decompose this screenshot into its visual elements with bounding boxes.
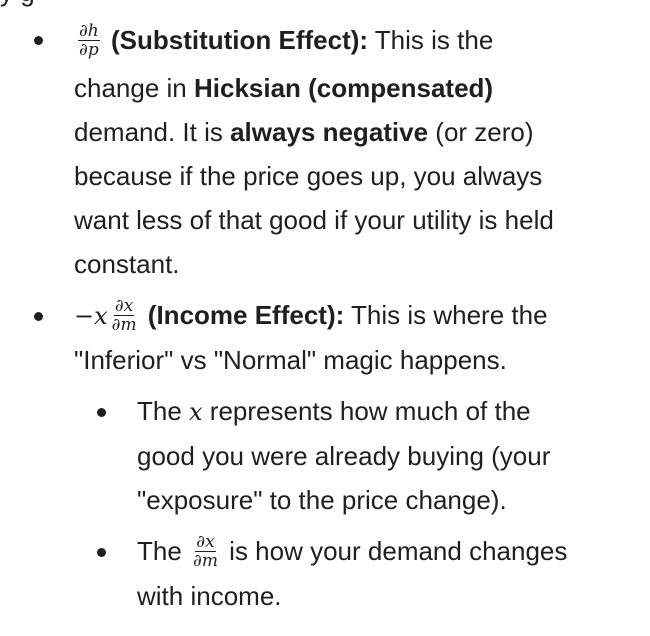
bold-text: Hicksian (compensated)	[193, 73, 494, 103]
bold-text: (Substitution Effect):	[103, 25, 369, 55]
text: This is where the	[344, 300, 548, 330]
text: constant.	[74, 249, 180, 279]
bold-text: always negative	[230, 117, 429, 147]
bullet-icon	[34, 312, 43, 321]
text-line: "Inferior" vs "Normal" magic happens.	[74, 338, 507, 382]
bullet-icon	[34, 36, 43, 45]
text: is how your demand changes	[221, 536, 568, 566]
text: because if the price goes up, you always	[74, 161, 543, 191]
text: represents how much of the	[202, 396, 531, 426]
fraction-part: ∂p	[79, 39, 99, 60]
math-variable: x	[189, 398, 203, 426]
text-line: ∂h ∂p (Substitution Effect): This is the	[74, 18, 493, 62]
bullet-icon	[97, 548, 106, 557]
text-line: The ∂x ∂m is how your demand changes	[137, 529, 567, 573]
text-line: "exposure" to the price change).	[137, 478, 507, 522]
bold-text: (Income Effect):	[140, 300, 345, 330]
text-line: demand. It is always negative (or zero)	[74, 110, 534, 154]
bullet-icon	[97, 408, 106, 417]
text-line: The x represents how much of the	[137, 389, 531, 433]
text-line: constant.	[74, 242, 180, 286]
text: demand. It is	[74, 117, 231, 147]
fraction: ∂h ∂p	[78, 22, 100, 59]
text: "exposure" to the price change).	[137, 485, 507, 515]
fraction: ∂x ∂m	[112, 297, 137, 334]
fraction-part: ∂m	[111, 314, 137, 335]
text-line: want less of that good if your utility i…	[74, 198, 554, 242]
text: with income.	[137, 581, 282, 611]
text: The	[137, 396, 190, 426]
text-line: good you were already buying (your	[137, 434, 550, 478]
text-line: with income.	[137, 574, 282, 618]
text-line: because if the price goes up, you always	[74, 154, 542, 198]
text: The	[137, 536, 190, 566]
fraction-part: ∂m	[193, 550, 218, 571]
text: good you were already buying (your	[137, 441, 551, 471]
fraction-part: ∂h	[78, 20, 100, 41]
fraction-part: ∂x	[195, 531, 216, 552]
text: want less of that good if your utility i…	[74, 205, 554, 235]
text: (or zero)	[428, 117, 534, 147]
text-line: change in Hicksian (compensated)	[74, 66, 493, 110]
math-variable: −x	[74, 302, 108, 330]
clipped-previous-line: y g	[0, 0, 35, 14]
text-line: −x ∂x ∂m (Income Effect): This is where th…	[74, 293, 548, 337]
text: This is the	[368, 25, 494, 55]
text: change in	[74, 73, 194, 103]
text: "Inferior" vs "Normal" magic happens.	[74, 345, 507, 375]
fraction-part: ∂x	[113, 295, 135, 316]
fraction: ∂x ∂m	[193, 533, 218, 570]
